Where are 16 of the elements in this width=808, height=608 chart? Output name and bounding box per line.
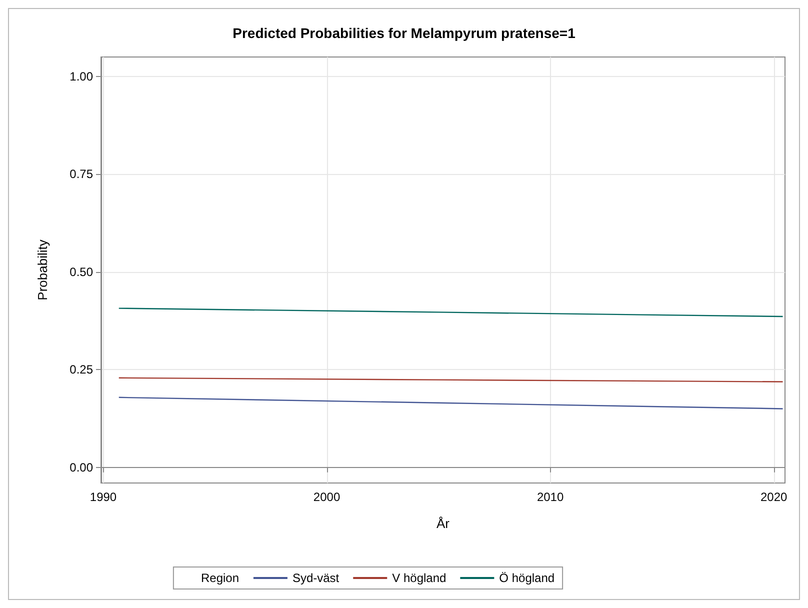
y-tick-label: 0.25 (70, 362, 94, 377)
y-tick-label: 0.50 (70, 264, 94, 279)
legend-label: Syd-väst (292, 571, 340, 585)
y-axis-title: Probability (35, 239, 50, 300)
y-tick-label: 1.00 (70, 70, 94, 84)
y-tick-label: 0.00 (70, 460, 94, 474)
legend-label: Ö högland (499, 571, 555, 585)
x-tick-label: 2010 (536, 490, 564, 504)
legend-title: Region (201, 571, 240, 585)
x-tick-label: 2000 (313, 490, 340, 504)
legend-label: V högland (392, 571, 446, 585)
x-axis-title: År (436, 516, 450, 531)
chart-title: Predicted Probabilities for Melampyrum pratense=1 (232, 25, 576, 41)
y-tick-label: 0.75 (70, 167, 94, 182)
x-tick-label: 2020 (760, 490, 788, 504)
x-tick-label: 1990 (90, 490, 117, 504)
